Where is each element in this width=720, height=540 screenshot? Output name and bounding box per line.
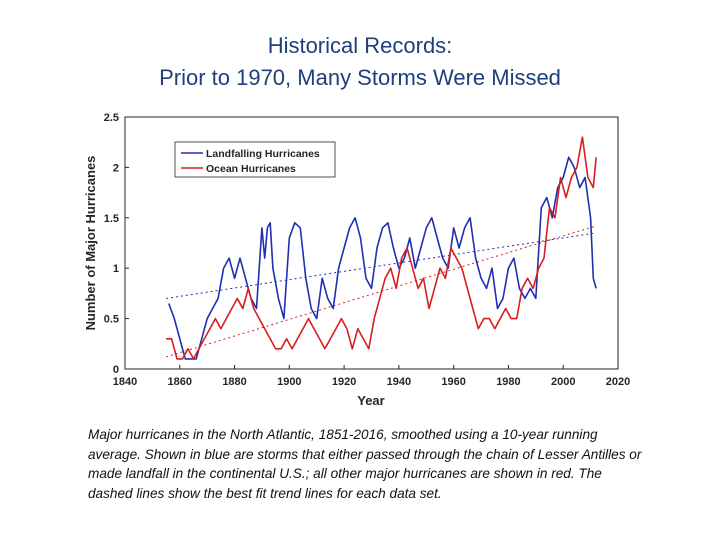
y-tick-label: 2.5 <box>104 112 119 124</box>
caption-lead: Major hurricanes in the North Atlantic <box>88 427 312 442</box>
caption-body: , 1851-2016, smoothed using a 10-year ru… <box>88 427 642 501</box>
x-tick-label: 1840 <box>113 376 137 388</box>
y-tick-label: 1.5 <box>104 213 119 225</box>
x-tick-label: 1960 <box>441 376 465 388</box>
x-tick-label: 1860 <box>168 376 192 388</box>
legend-label-ocean: Ocean Hurricanes <box>206 163 296 175</box>
x-axis-label: Year <box>357 393 384 408</box>
figure-caption: Major hurricanes in the North Atlantic, … <box>88 425 648 503</box>
slide-title-line-1: Historical Records: <box>267 33 453 58</box>
x-tick-label: 2020 <box>606 376 630 388</box>
x-tick-label: 1940 <box>387 376 411 388</box>
y-tick-label: 0.5 <box>104 314 119 326</box>
x-tick-label: 1880 <box>222 376 246 388</box>
series-lines <box>166 136 597 360</box>
x-tick-label: 2000 <box>551 376 575 388</box>
x-tick-label: 1980 <box>496 376 520 388</box>
series-line-landfalling-hurricanes <box>168 156 597 360</box>
y-axis-ticks: 0 0.5 1 1.5 2 2.5 <box>104 112 129 376</box>
slide-title: Historical Records: Prior to 1970, Many … <box>0 30 720 94</box>
slide-title-line-2: Prior to 1970, Many Storms Were Missed <box>159 65 561 90</box>
y-tick-label: 0 <box>113 364 119 376</box>
y-tick-label: 2 <box>113 162 119 174</box>
x-axis-ticks: 1840 1860 1880 1900 1920 1940 1960 1980 2000 2020 <box>113 365 630 388</box>
hurricane-chart: 1840 1860 1880 1900 1920 1940 1960 1980 2000 2020… <box>83 112 630 408</box>
series-line-ocean-hurricanes <box>166 136 597 360</box>
legend-box <box>174 141 336 178</box>
y-tick-label: 1 <box>113 263 119 275</box>
x-tick-label: 1920 <box>332 376 356 388</box>
legend: Landfalling Hurricanes Ocean Hurricanes <box>174 141 336 178</box>
y-axis-label: Number of Major Hurricanes <box>83 156 98 331</box>
legend-label-landfalling: Landfalling Hurricanes <box>206 148 320 160</box>
x-tick-label: 1900 <box>277 376 301 388</box>
